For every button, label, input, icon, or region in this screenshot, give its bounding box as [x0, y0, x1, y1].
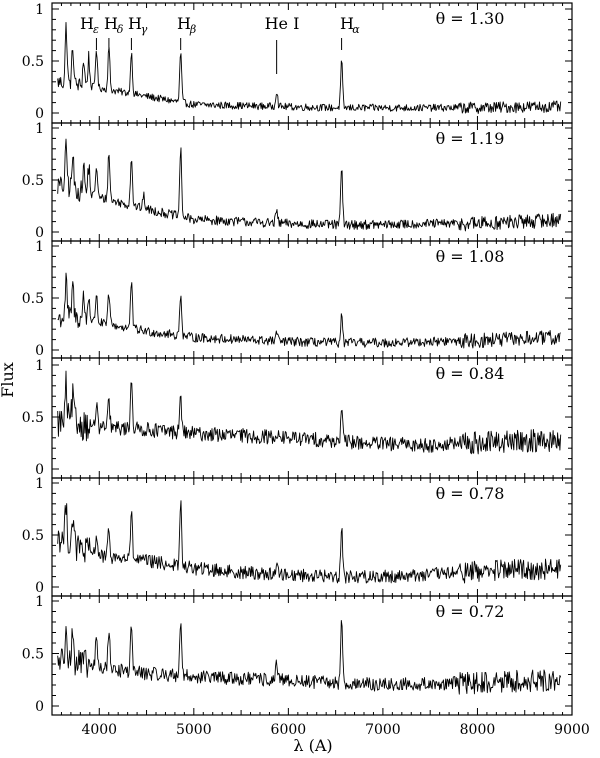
- line-marker-subscript: ε: [93, 23, 99, 36]
- spectrum-line: [57, 619, 562, 695]
- spectrum-panel: 0 0.5 1 θ = 1.08: [22, 239, 573, 359]
- theta-label: θ = 0.78: [436, 484, 505, 503]
- line-marker-label: H: [104, 14, 118, 33]
- spectrum-panel: 0 0.5 1 θ = 0.78: [22, 476, 573, 597]
- y-tick-label: 0: [35, 343, 44, 359]
- theta-label: θ = 1.08: [436, 247, 505, 266]
- spectrum-line: [57, 500, 562, 584]
- x-tick-label: 7000: [365, 722, 401, 738]
- y-tick-label: 0: [35, 462, 44, 478]
- y-tick-label: 1: [35, 2, 44, 18]
- theta-label: θ = 0.72: [436, 602, 505, 621]
- theta-label: θ = 1.30: [436, 9, 505, 28]
- spectrum-line: [57, 272, 561, 349]
- spectrum-panel: 0 0.5 1 θ = 0.72: [22, 594, 573, 716]
- y-tick-label: 0.5: [22, 173, 44, 189]
- x-tick-label: 4000: [81, 722, 117, 738]
- y-tick-label: 1: [35, 121, 44, 137]
- x-axis: λ (A) 4000 5000 6000 7000 8000 9000: [81, 722, 589, 755]
- x-tick-label: 8000: [460, 722, 496, 738]
- panel-frame: [51, 595, 573, 716]
- y-tick-label: 0.5: [22, 410, 44, 426]
- y-tick-label: 0.5: [22, 528, 44, 544]
- line-marker-label: He I: [265, 14, 300, 33]
- spectrum-line: [57, 138, 562, 232]
- y-tick-label: 1: [35, 358, 44, 374]
- y-tick-label: 0: [35, 225, 44, 241]
- line-marker-subscript: β: [189, 23, 196, 36]
- x-tick-label: 9000: [554, 722, 590, 738]
- line-marker-subscript: γ: [141, 23, 148, 36]
- line-marker-label: H: [340, 14, 354, 33]
- y-tick-label: 0.5: [22, 291, 44, 307]
- line-marker-subscript: δ: [117, 23, 124, 36]
- line-marker-subscript: α: [352, 23, 360, 36]
- line-marker-label: H: [80, 14, 94, 33]
- line-marker-label: H: [128, 14, 142, 33]
- y-tick-label: 1: [35, 476, 44, 492]
- theta-label: θ = 1.19: [436, 129, 505, 148]
- line-marker-label: H: [177, 14, 191, 33]
- y-tick-label: 0.5: [22, 647, 44, 663]
- spectrum-line: [57, 370, 562, 455]
- y-tick-label: 1: [35, 594, 44, 610]
- y-axis-title: Flux: [0, 362, 17, 398]
- y-tick-label: 0: [35, 580, 44, 596]
- x-tick-label: 5000: [176, 722, 212, 738]
- x-axis-title: λ (A): [293, 736, 332, 755]
- y-tick-label: 0.5: [22, 54, 44, 70]
- spectrum-panel: 0 0.5 1 θ = 1.19: [22, 121, 573, 242]
- y-tick-label: 0: [35, 699, 44, 715]
- theta-label: θ = 0.84: [436, 364, 505, 383]
- spectrum-panel: 0 0.5 1 θ = 0.84: [22, 357, 573, 479]
- y-tick-label: 1: [35, 239, 44, 255]
- spectrum-line: [57, 21, 562, 115]
- x-tick-label: 6000: [271, 722, 307, 738]
- y-tick-label: 0: [35, 106, 44, 122]
